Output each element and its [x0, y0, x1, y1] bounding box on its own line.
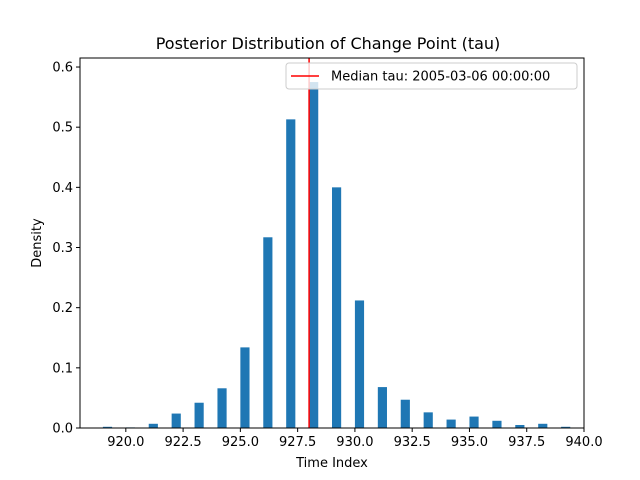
x-tick-label: 940.0	[565, 435, 602, 450]
bar	[194, 402, 204, 428]
bar	[515, 424, 525, 428]
legend-box	[285, 62, 578, 90]
y-tick-label: 0.6	[52, 61, 73, 76]
x-tick-label: 935.0	[451, 435, 488, 450]
y-axis-label: Density	[30, 218, 45, 268]
legend: Median tau: 2005-03-06 00:00:00	[285, 62, 578, 90]
x-tick-label: 922.5	[164, 435, 201, 450]
bar	[102, 426, 113, 428]
bar	[263, 237, 273, 428]
y-tick-label: 0.1	[52, 361, 73, 376]
bar	[286, 119, 296, 429]
bar	[538, 423, 548, 428]
x-axis: 920.0 922.5 925.0 927.5 930.0 932.5 935.0 937.5…	[107, 428, 603, 450]
bar	[423, 412, 433, 428]
x-tick-label: 930.0	[336, 435, 373, 450]
bar	[240, 347, 250, 428]
y-tick-label: 0.5	[52, 121, 73, 136]
bar	[148, 423, 158, 428]
x-tick-label: 920.0	[107, 435, 144, 450]
bar	[561, 426, 571, 428]
bar	[469, 416, 479, 428]
x-tick-label: 937.5	[508, 435, 545, 450]
bar	[309, 82, 319, 429]
chart-title: Posterior Distribution of Change Point (…	[156, 34, 501, 53]
y-tick-label: 0.0	[52, 422, 73, 437]
bar	[492, 420, 502, 428]
bar	[446, 419, 456, 428]
bar	[217, 388, 227, 428]
y-tick-label: 0.2	[52, 301, 73, 316]
x-tick-label: 925.0	[222, 435, 259, 450]
bar	[332, 187, 342, 428]
y-axis: 0.0 0.1 0.2 0.3 0.4 0.5 0.6	[52, 61, 80, 437]
y-tick-label: 0.4	[52, 181, 73, 196]
bar	[400, 399, 410, 428]
plot-frame	[79, 57, 585, 429]
bar	[354, 300, 365, 428]
legend-label-median: Median tau: 2005-03-06 00:00:00	[331, 70, 550, 85]
x-tick-label: 932.5	[394, 435, 431, 450]
bar	[377, 387, 387, 428]
bar-series	[102, 82, 571, 429]
x-tick-label: 927.5	[279, 435, 316, 450]
x-axis-label: Time Index	[295, 456, 368, 471]
bar	[171, 413, 181, 428]
y-tick-label: 0.3	[52, 241, 73, 256]
